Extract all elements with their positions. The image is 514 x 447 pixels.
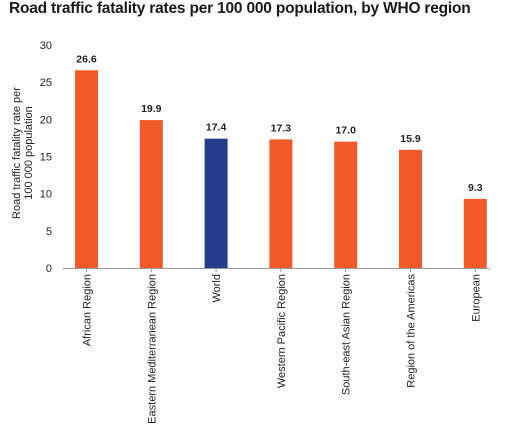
bar (463, 198, 487, 268)
value-labels: 26.6 19.9 17.4 17.3 17.0 15.9 9.3 (76, 53, 482, 194)
x-axis (63, 268, 490, 272)
bar (75, 70, 98, 268)
bar-value-label: 26.6 (76, 53, 97, 65)
category-label: Eastern Mediterranean Region (146, 274, 158, 424)
bar-value-label: 15.9 (400, 133, 421, 145)
chart-title: Road traffic fatality rates per 100 000 … (9, 0, 471, 17)
y-axis: 0 5 10 15 20 25 30 (40, 40, 52, 275)
category-label: European (470, 274, 482, 322)
bar-value-label: 9.3 (468, 182, 483, 194)
category-label: African Region (82, 274, 94, 346)
y-tick-label: 0 (46, 263, 52, 275)
y-axis-label-line: Road traffic fatality rate per (11, 87, 23, 219)
bar (269, 139, 293, 268)
bar (399, 149, 422, 268)
bar-value-label: 17.4 (206, 122, 227, 134)
category-labels: African Region Eastern Mediterranean Regi… (82, 274, 483, 424)
y-tick-label: 30 (40, 40, 52, 52)
bar (139, 120, 163, 269)
y-tick-label: 25 (40, 77, 52, 89)
bars (75, 70, 487, 269)
y-tick-label: 15 (40, 152, 52, 164)
y-tick-label: 5 (46, 226, 52, 238)
category-label: Region of the Americas (406, 274, 418, 388)
y-axis-label-line: 100 000 population (23, 106, 35, 200)
y-axis-label: Road traffic fatality rate per 100 000 po… (11, 87, 35, 219)
category-label: World (211, 274, 223, 303)
bar-value-label: 17.3 (271, 122, 292, 134)
bar (334, 141, 358, 268)
y-tick-label: 20 (40, 114, 52, 126)
bar-value-label: 17.0 (335, 125, 356, 137)
bar (204, 138, 228, 268)
y-tick-label: 10 (40, 189, 52, 201)
bar-value-label: 19.9 (141, 103, 162, 115)
category-label: South-east Asian Region (341, 274, 353, 395)
category-label: Western Pacific Region (276, 274, 288, 388)
